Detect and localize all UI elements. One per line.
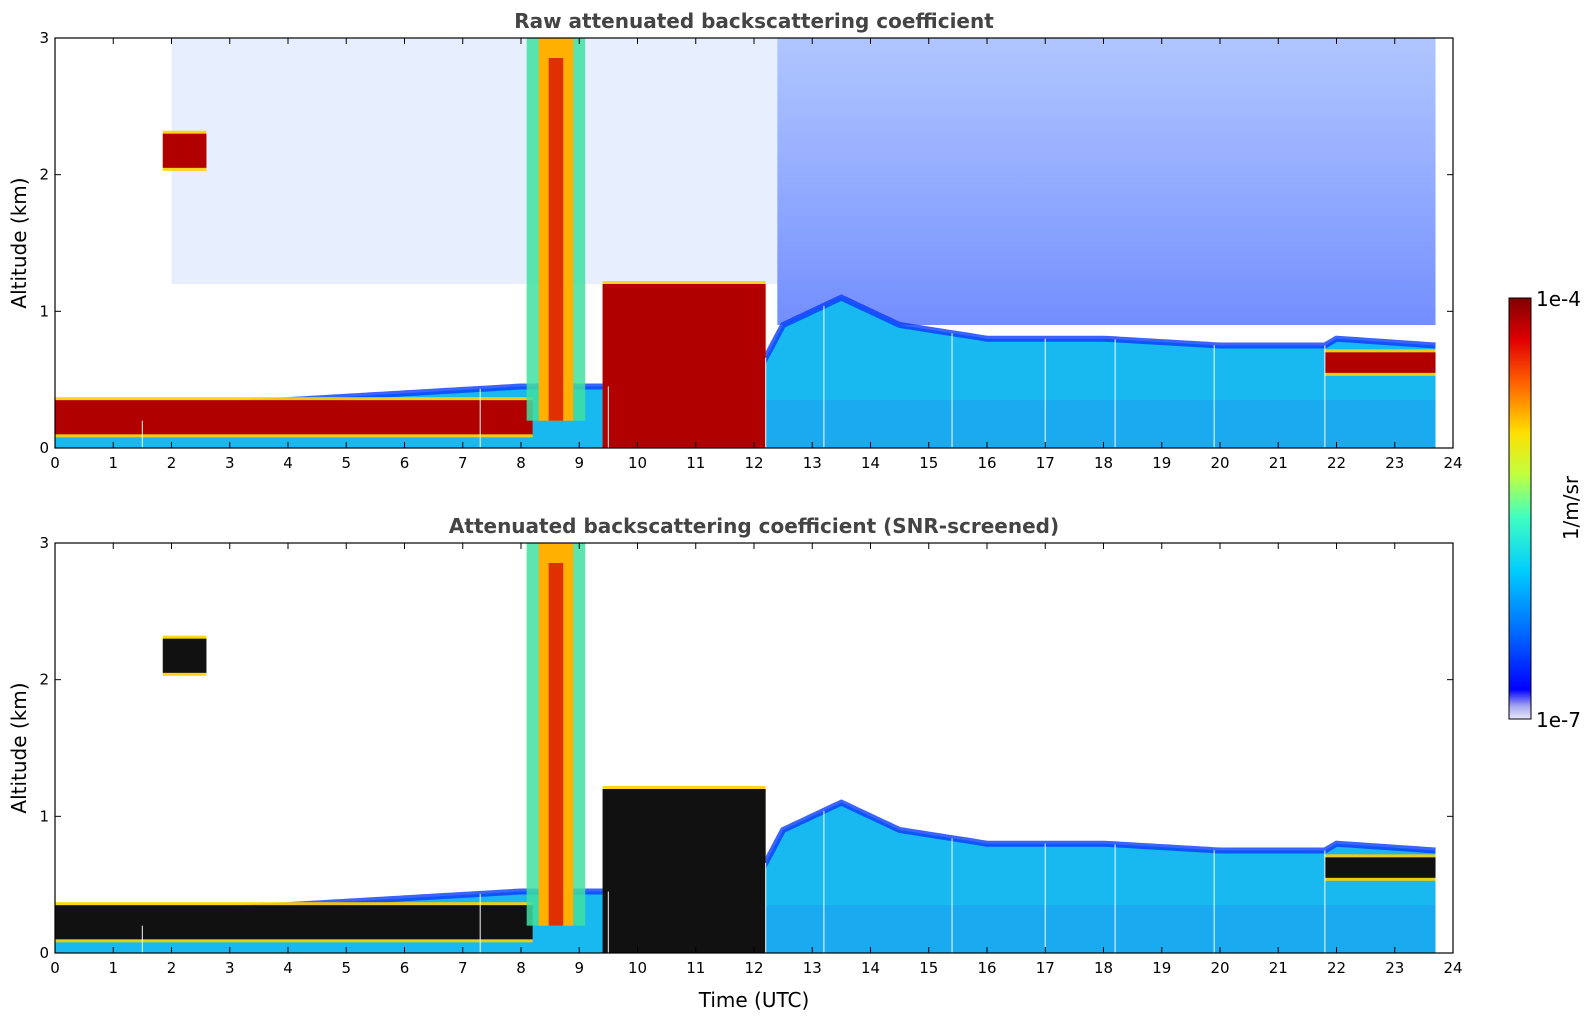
x-tick-label: 21 — [1269, 454, 1288, 472]
x-tick-label: 6 — [400, 959, 410, 977]
x-tick-label: 0 — [50, 959, 60, 977]
x-tick-label: 10 — [628, 959, 647, 977]
x-tick-label: 16 — [977, 959, 996, 977]
x-tick-label: 8 — [516, 454, 526, 472]
heatmap-layer — [55, 543, 1436, 953]
colorbar-gradient — [1508, 297, 1532, 720]
noise-field — [777, 38, 1436, 325]
surface-aerosol — [754, 905, 1436, 953]
x-tick-label: 12 — [744, 454, 763, 472]
colorbar: 1e-4 1e-7 1/m/sr — [1508, 287, 1583, 732]
y-tick-label: 2 — [39, 166, 49, 184]
y-tick-label: 1 — [39, 807, 49, 825]
x-tick-label: 12 — [744, 959, 763, 977]
x-tick-label: 0 — [50, 454, 60, 472]
y-axis-label: Altitude (km) — [7, 682, 31, 813]
x-tick-label: 13 — [803, 959, 822, 977]
x-tick-label: 24 — [1443, 959, 1462, 977]
x-tick-label: 16 — [977, 454, 996, 472]
noise-field-sparse — [171, 38, 778, 284]
colorbar-min-label: 1e-7 — [1536, 708, 1581, 732]
x-tick-label: 21 — [1269, 959, 1288, 977]
x-tick-label: 11 — [686, 454, 705, 472]
cloud-layer — [162, 133, 207, 168]
y-tick-label: 1 — [39, 302, 49, 320]
cloud-layer — [1324, 857, 1436, 878]
x-tick-label: 10 — [628, 454, 647, 472]
x-tick-label: 11 — [686, 959, 705, 977]
x-tick-label: 22 — [1327, 454, 1346, 472]
x-tick-label: 9 — [574, 454, 584, 472]
x-tick-label: 23 — [1385, 959, 1404, 977]
x-tick-label: 19 — [1152, 454, 1171, 472]
x-tick-label: 1 — [108, 454, 118, 472]
chart-title: Raw attenuated backscattering coefficien… — [514, 9, 994, 33]
x-tick-label: 9 — [574, 959, 584, 977]
x-tick-label: 8 — [516, 959, 526, 977]
x-tick-label: 7 — [458, 959, 468, 977]
x-tick-label: 5 — [341, 959, 351, 977]
x-tick-label: 3 — [225, 959, 235, 977]
y-axis: 0 1 2 3 — [39, 29, 1453, 457]
x-axis-label: Time (UTC) — [698, 988, 810, 1012]
x-tick-label: 2 — [167, 959, 177, 977]
y-tick-label: 0 — [39, 944, 49, 962]
x-tick-label: 4 — [283, 959, 293, 977]
x-tick-label: 18 — [1094, 959, 1113, 977]
surface-aerosol — [754, 400, 1436, 448]
x-tick-label: 17 — [1036, 959, 1055, 977]
y-tick-label: 3 — [39, 29, 49, 47]
x-tick-label: 3 — [225, 454, 235, 472]
x-tick-label: 6 — [400, 454, 410, 472]
cloud-layer — [55, 905, 533, 940]
x-tick-label: 2 — [167, 454, 177, 472]
x-tick-label: 15 — [919, 454, 938, 472]
x-tick-label: 23 — [1385, 454, 1404, 472]
cloud-layer — [602, 789, 766, 953]
x-tick-label: 15 — [919, 959, 938, 977]
chart-title: Attenuated backscattering coefficient (S… — [449, 514, 1059, 538]
x-tick-label: 5 — [341, 454, 351, 472]
cloud-column-core — [548, 563, 564, 926]
x-tick-label: 20 — [1210, 454, 1229, 472]
cloud-layer — [1324, 352, 1436, 373]
cloud-layer — [602, 284, 766, 448]
x-tick-label: 17 — [1036, 454, 1055, 472]
y-tick-label: 2 — [39, 671, 49, 689]
heatmap-layer — [55, 38, 1436, 448]
x-tick-label: 18 — [1094, 454, 1113, 472]
x-tick-label: 22 — [1327, 959, 1346, 977]
y-axis-label: Altitude (km) — [7, 177, 31, 308]
x-tick-label: 24 — [1443, 454, 1462, 472]
x-axis: 0 1 2 3 4 5 6 7 8 9 10 11 12 13 14 15 16 17 18 19 20 21 22 23 24 — [50, 543, 1463, 977]
colorbar-max-label: 1e-4 — [1536, 287, 1581, 311]
cloud-layer — [162, 638, 207, 673]
colorbar-unit-label: 1/m/sr — [1559, 475, 1583, 540]
x-tick-label: 13 — [803, 454, 822, 472]
raw-backscatter-panel: Raw attenuated backscattering coefficien… — [7, 9, 1463, 472]
y-tick-label: 0 — [39, 439, 49, 457]
x-tick-label: 7 — [458, 454, 468, 472]
x-tick-label: 20 — [1210, 959, 1229, 977]
cloud-layer — [55, 400, 533, 435]
x-tick-label: 19 — [1152, 959, 1171, 977]
x-tick-label: 4 — [283, 454, 293, 472]
x-tick-label: 14 — [861, 454, 880, 472]
x-tick-label: 1 — [108, 959, 118, 977]
x-tick-label: 14 — [861, 959, 880, 977]
y-axis: 0 1 2 3 — [39, 534, 1453, 962]
cloud-column-core — [548, 58, 564, 421]
y-tick-label: 3 — [39, 534, 49, 552]
snr-screened-panel: Attenuated backscattering coefficient (S… — [7, 514, 1463, 1012]
x-axis: 0 1 2 3 4 5 6 7 8 9 10 11 12 13 14 15 16 17 18 19 20 21 22 23 24 — [50, 38, 1463, 472]
